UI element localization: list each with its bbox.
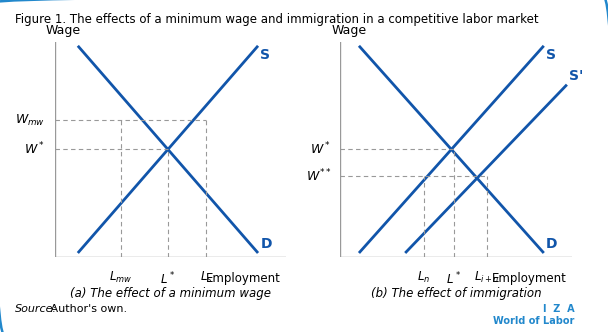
Text: $W^*$: $W^*$ (310, 141, 331, 158)
Text: Wage: Wage (331, 24, 367, 37)
Text: (b) The effect of immigration: (b) The effect of immigration (371, 287, 541, 300)
Text: $W^*$: $W^*$ (24, 141, 46, 158)
Text: Wage: Wage (46, 24, 81, 37)
Text: D: D (546, 237, 558, 251)
Text: $L_{i+n}$: $L_{i+n}$ (474, 270, 500, 285)
Text: Author's own.: Author's own. (47, 304, 127, 314)
Text: $L^*$: $L^*$ (161, 270, 176, 287)
Text: $L^*$: $L^*$ (446, 270, 461, 287)
Text: Employment: Employment (206, 272, 281, 286)
Text: World of Labor: World of Labor (493, 316, 575, 326)
Text: $W_{mw}$: $W_{mw}$ (15, 113, 46, 128)
Text: S: S (546, 48, 556, 62)
Text: (a) The effect of a minimum wage: (a) The effect of a minimum wage (70, 287, 271, 300)
Text: $L_n$: $L_n$ (417, 270, 430, 285)
Text: S': S' (569, 68, 584, 82)
Text: D: D (260, 237, 272, 251)
Text: I  Z  A: I Z A (543, 304, 575, 314)
Text: Source:: Source: (15, 304, 57, 314)
Text: $L_{mw}$: $L_{mw}$ (109, 270, 132, 285)
Text: Figure 1. The effects of a minimum wage and immigration in a competitive labor m: Figure 1. The effects of a minimum wage … (15, 13, 539, 26)
Text: S: S (260, 48, 271, 62)
Text: $W^{**}$: $W^{**}$ (306, 168, 331, 185)
Text: $L_s$: $L_s$ (199, 270, 212, 285)
Text: Employment: Employment (492, 272, 567, 286)
